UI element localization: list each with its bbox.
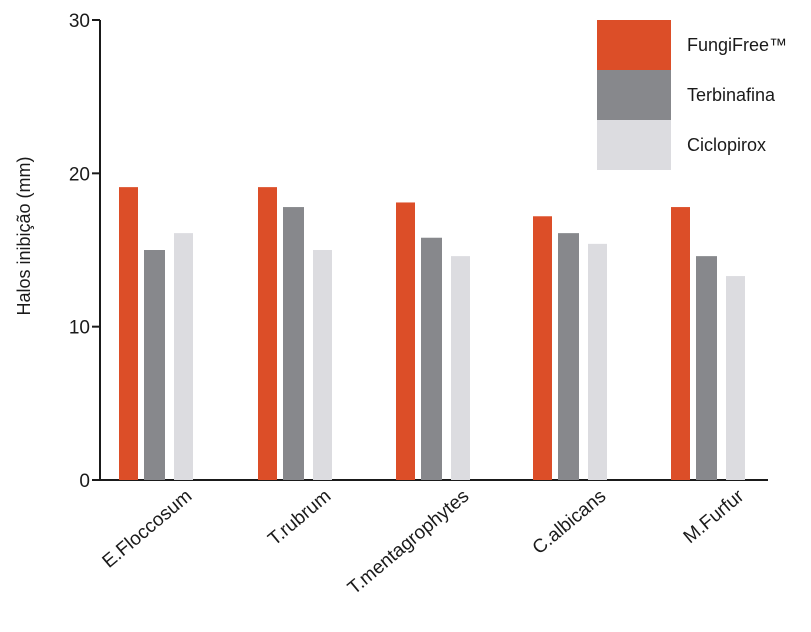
bar: [558, 233, 579, 480]
x-tick-label: M.Furfur: [680, 485, 749, 548]
y-tick-label: 0: [79, 471, 90, 492]
legend-swatch: [597, 120, 671, 170]
bar: [533, 216, 552, 480]
bar: [451, 256, 470, 480]
bar: [144, 250, 165, 480]
y-tick-label: 10: [69, 318, 90, 339]
bar: [258, 187, 277, 480]
legend-label: FungiFree™: [687, 35, 787, 55]
bar: [671, 207, 690, 481]
y-tick-label: 20: [69, 164, 90, 185]
bar: [119, 187, 138, 480]
bar: [696, 256, 717, 480]
bar: [174, 233, 193, 480]
y-axis-title: Halos inibição (mm): [14, 156, 34, 315]
bar: [283, 207, 304, 481]
legend-swatch: [597, 70, 671, 120]
legend-label: Ciclopirox: [687, 135, 766, 155]
axes: 0 10 20 30: [69, 11, 768, 492]
legend: FungiFree™ Terbinafina Ciclopirox: [597, 20, 787, 170]
bar: [396, 202, 415, 480]
bar: [421, 237, 442, 480]
y-tick-label: 30: [69, 11, 90, 32]
x-tick-label: C.albicans: [529, 486, 610, 559]
legend-label: Terbinafina: [687, 85, 776, 105]
x-tick-label: T.rubrum: [264, 486, 335, 550]
legend-swatch: [597, 20, 671, 70]
x-tick-label: T.mentagrophytes: [344, 486, 473, 599]
bar: [313, 250, 332, 480]
x-tick-label: E.Floccosum: [99, 486, 197, 573]
bar: [588, 243, 607, 480]
bar: [726, 276, 745, 480]
bars: E.Floccosum T.rubrum T.mentagrophytes C.alb…: [99, 187, 749, 599]
